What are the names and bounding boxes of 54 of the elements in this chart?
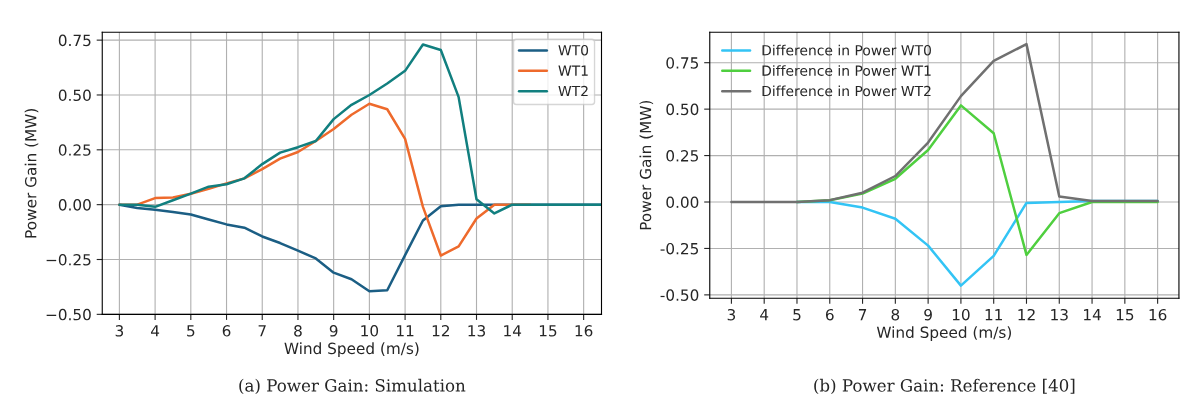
x-tick-label: 5	[187, 325, 195, 337]
line-series	[118, 43, 602, 215]
y-tick-label: 0.00	[666, 196, 699, 209]
legend-label: Difference in Power WT0	[762, 44, 931, 56]
legend-label: WT2	[558, 85, 588, 97]
line-series	[730, 42, 1159, 204]
y-tick-label: 0.75	[666, 57, 699, 69]
text: (b) Power Gain: Reference [40]	[814, 378, 1075, 395]
x-tick-label: 11	[397, 325, 414, 337]
legend-label: WT1	[558, 65, 588, 76]
x-tick-label: 10	[952, 308, 970, 321]
x-tick-label: 14	[504, 325, 522, 337]
x-tick-label: 7	[858, 309, 867, 321]
y-tick-label: -0.50	[660, 289, 699, 301]
x-tick-label: 9	[329, 325, 338, 337]
x-tick-label: 12	[1018, 308, 1035, 321]
x-tick-label: 6	[825, 308, 834, 321]
y-tick-label: 0.25	[666, 150, 699, 162]
x-tick-label: 16	[575, 325, 593, 337]
y-tick-label: 0.75	[58, 34, 91, 47]
y-tick-label: -0.25	[660, 242, 699, 255]
x-tick-label: 8	[891, 308, 900, 321]
x-tick-label: 15	[1116, 309, 1134, 321]
x-tick-label: 3	[115, 325, 124, 337]
x-tick-label: 8	[294, 325, 302, 337]
x-tick-label: 16	[1149, 308, 1167, 321]
text: (a) Power Gain: Simulation	[239, 378, 466, 395]
x-axis-title: Wind Speed (m/s)	[876, 326, 1011, 341]
x-tick-label: 3	[727, 308, 736, 321]
legend-label: Difference in Power WT1	[762, 65, 931, 76]
x-tick-label: 5	[793, 309, 801, 321]
x-tick-label: 12	[432, 325, 449, 337]
x-tick-label: 10	[361, 325, 379, 337]
y-tick-label: 0.25	[58, 144, 91, 156]
y-tick-label: −0.25	[46, 253, 91, 266]
x-tick-label: 4	[150, 325, 160, 337]
x-tick-label: 13	[1051, 308, 1068, 321]
y-tick-label: −0.50	[46, 308, 91, 321]
y-tick-label: 0.50	[666, 103, 699, 116]
x-axis-title: Wind Speed (m/s)	[284, 342, 419, 358]
legend-label: Difference in Power WT2	[762, 85, 931, 97]
x-tick-label: 11	[985, 309, 1003, 321]
y-axis-title: Power Gain (MW)	[24, 108, 39, 238]
x-tick-label: 7	[258, 325, 266, 337]
y-axis-title: Power Gain (MW)	[639, 100, 654, 230]
x-tick-label: 9	[924, 308, 932, 321]
x-tick-label: 13	[468, 325, 486, 337]
legend-label: WT0	[558, 44, 589, 56]
x-tick-label: 6	[222, 325, 231, 337]
y-tick-label: 0.00	[58, 199, 91, 211]
x-tick-label: 4	[760, 309, 769, 321]
x-tick-label: 14	[1084, 309, 1101, 321]
y-tick-label: 0.50	[58, 89, 91, 101]
x-tick-label: 15	[539, 325, 557, 337]
